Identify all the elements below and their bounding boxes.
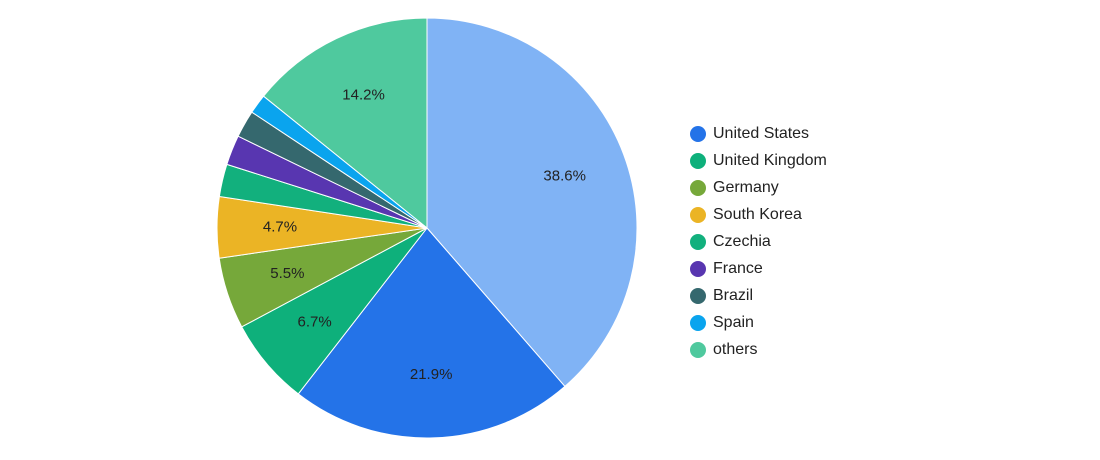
legend-item: Czechia: [690, 233, 771, 250]
pie-data-labels: 14.2% 38.6% 21.9% 6.7% 5.5% 4.7%: [263, 86, 586, 383]
legend-swatch: [690, 234, 706, 250]
pie-slices: [216, 17, 638, 439]
legend-label: others: [713, 341, 757, 358]
legend-item: others: [690, 341, 757, 358]
legend-swatch: [690, 126, 706, 142]
slice-data-label: 4.7%: [263, 219, 297, 236]
legend-item: Brazil: [690, 287, 753, 304]
legend-item: France: [690, 260, 763, 277]
legend-item: United States: [690, 125, 809, 142]
pie-slice-spain: [251, 95, 428, 229]
slice-data-label: 21.9%: [410, 366, 453, 383]
legend-swatch: [690, 288, 706, 304]
legend-item: Germany: [690, 179, 779, 196]
legend-swatch: [690, 153, 706, 169]
legend-item: South Korea: [690, 206, 802, 223]
pie-slice-others: [262, 17, 428, 230]
legend-label: Brazil: [713, 287, 753, 304]
legend-swatch: [690, 261, 706, 277]
legend-item: Spain: [690, 314, 754, 331]
slice-data-label: 14.2%: [342, 86, 385, 103]
legend-swatch: [690, 207, 706, 223]
pie-slice-united-states: [426, 17, 638, 388]
legend-label: United Kingdom: [713, 152, 827, 169]
legend-label: South Korea: [713, 206, 802, 223]
slice-data-label: 38.6%: [543, 167, 586, 184]
legend-label: Spain: [713, 314, 754, 331]
legend-swatch: [690, 315, 706, 331]
slice-data-label: 5.5%: [270, 265, 304, 282]
legend-label: Germany: [713, 179, 779, 196]
legend-label: United States: [713, 125, 809, 142]
pie-slice-united-states: [297, 227, 566, 439]
legend-label: Czechia: [713, 233, 771, 250]
legend-swatch: [690, 342, 706, 358]
legend-item: United Kingdom: [690, 152, 827, 169]
legend-label: France: [713, 260, 763, 277]
legend-swatch: [690, 180, 706, 196]
slice-data-label: 6.7%: [298, 314, 332, 331]
chart-legend: United States United Kingdom Germany South …: [690, 125, 827, 358]
